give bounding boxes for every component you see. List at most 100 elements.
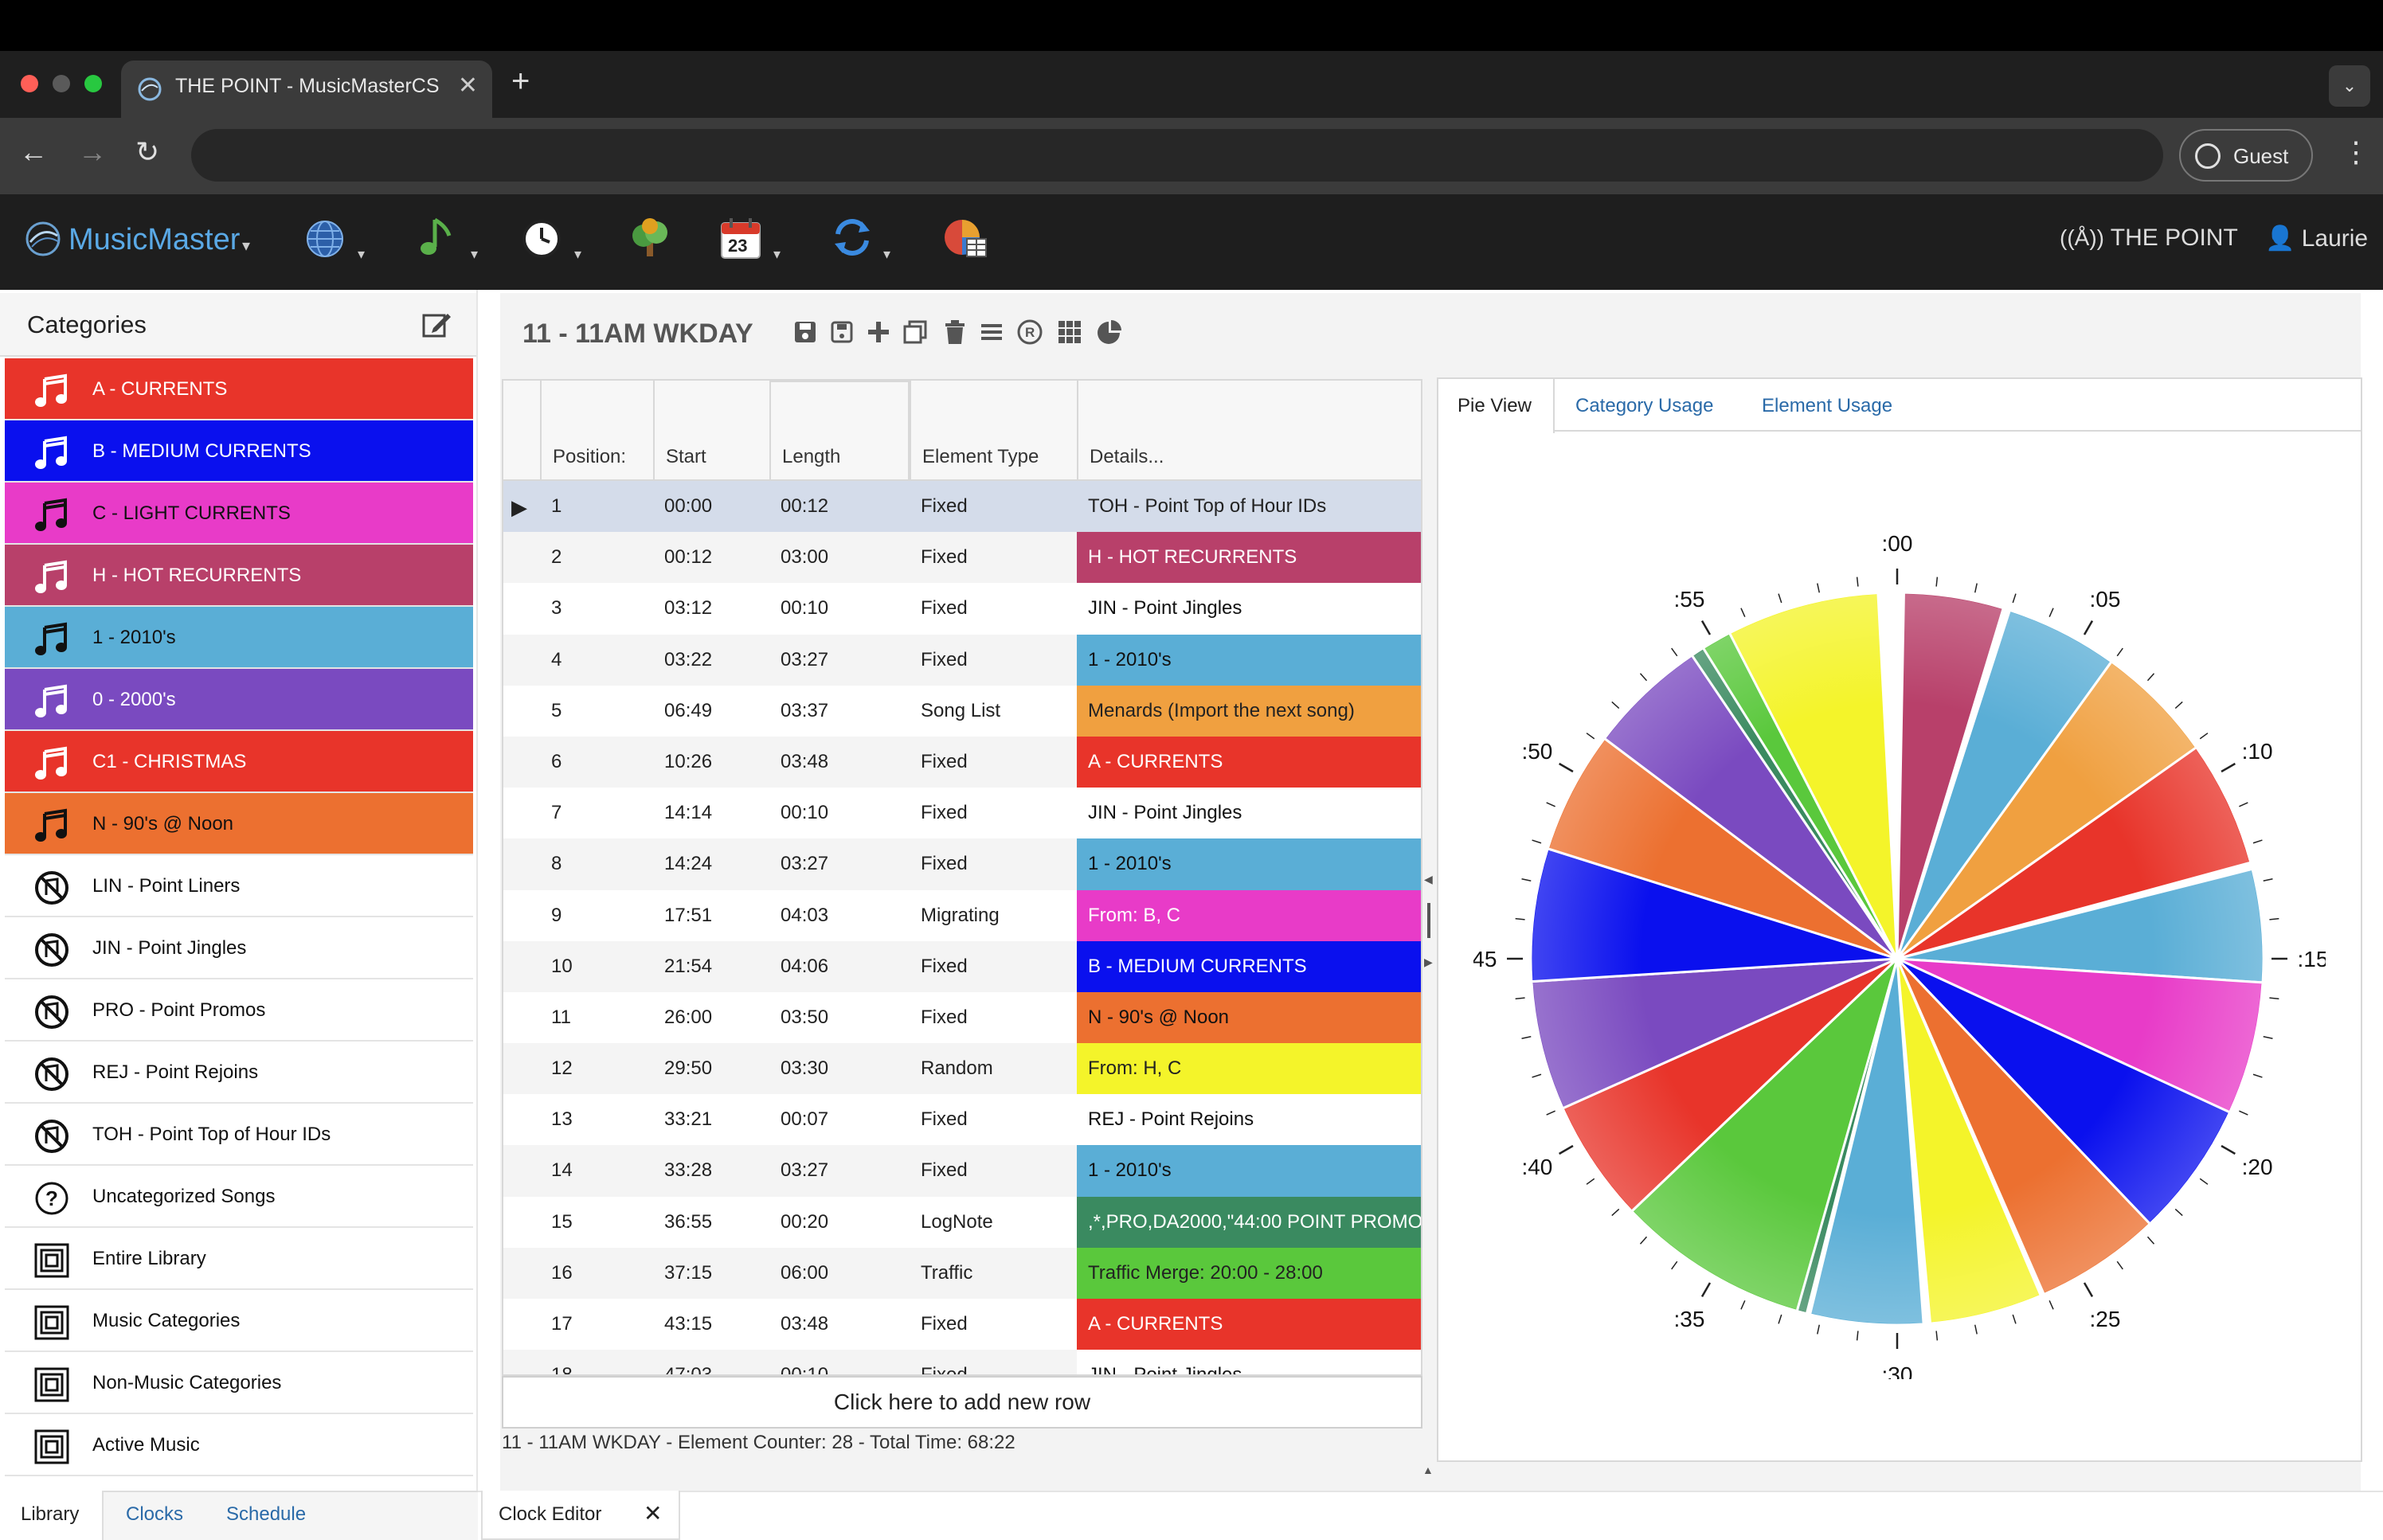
sidebar-item-category[interactable]: Active Music [5,1414,473,1476]
copy-icon[interactable] [902,319,929,346]
cell-details[interactable]: H - HOT RECURRENTS [1077,532,1421,584]
table-row[interactable]: 5 06:49 03:37 Song List Menards (Import the … [503,685,1421,737]
cell-start[interactable]: 33:28 [653,1145,769,1196]
zoom-window-button[interactable] [84,75,102,92]
tree-menu-button[interactable] [628,210,679,266]
sidebar-item-category[interactable]: B - MEDIUM CURRENTS [5,420,473,483]
cell-length[interactable]: 03:27 [769,1145,910,1196]
sidebar-item-category[interactable]: TOH - Point Top of Hour IDs [5,1104,473,1166]
cell-position[interactable]: 1 [540,481,653,532]
cell-start[interactable]: 37:15 [653,1248,769,1299]
tab-search-button[interactable]: ⌄ [2329,65,2370,107]
table-row[interactable]: 16 37:15 06:00 Traffic Traffic Merge: 20:00 … [503,1247,1421,1299]
collapse-down-icon[interactable]: ▲ [1422,1464,1434,1476]
delete-icon[interactable] [941,319,968,346]
cell-element-type[interactable]: Fixed [910,992,1077,1043]
table-row[interactable]: 12 29:50 03:30 Random From: H, C [503,1043,1421,1095]
cell-details[interactable]: JIN - Point Jingles [1077,583,1421,635]
list-icon[interactable] [978,319,1005,346]
cell-details[interactable]: JIN - Point Jingles [1077,788,1421,839]
cell-details[interactable]: 1 - 2010's [1077,838,1421,890]
sidebar-item-category[interactable]: JIN - Point Jingles [5,917,473,979]
table-row[interactable]: 2 00:12 03:00 Fixed H - HOT RECURRENTS [503,532,1421,584]
sidebar-item-category[interactable]: N - 90's @ Noon [5,793,473,855]
cell-start[interactable]: 10:26 [653,737,769,788]
cell-element-type[interactable]: LogNote [910,1197,1077,1248]
cell-start[interactable]: 29:50 [653,1043,769,1094]
cell-length[interactable]: 03:30 [769,1043,910,1094]
cell-details[interactable]: From: H, C [1077,1043,1421,1095]
minimize-window-button[interactable] [53,75,70,92]
cell-details[interactable]: A - CURRENTS [1077,1299,1421,1350]
sidebar-item-category[interactable]: H - HOT RECURRENTS [5,545,473,607]
sidebar-item-category[interactable]: LIN - Point Liners [5,855,473,917]
cell-length[interactable]: 00:12 [769,481,910,532]
cell-details[interactable]: TOH - Point Top of Hour IDs [1077,481,1421,533]
table-row[interactable]: 9 17:51 04:03 Migrating From: B, C [503,889,1421,941]
column-header-start[interactable]: Start [653,381,769,481]
cell-position[interactable]: 16 [540,1248,653,1299]
cell-start[interactable]: 03:12 [653,583,769,634]
cell-length[interactable]: 00:20 [769,1197,910,1248]
table-row[interactable]: 7 14:14 00:10 Fixed JIN - Point Jingles [503,788,1421,839]
sidebar-item-category[interactable]: Entire Library [5,1228,473,1290]
musicmaster-logo[interactable]: MusicMaster ▾ [24,215,263,263]
cell-length[interactable]: 03:27 [769,635,910,686]
cell-position[interactable]: 6 [540,737,653,788]
tab-schedule[interactable]: Schedule [226,1503,307,1525]
close-tab-icon[interactable]: ✕ [644,1501,663,1526]
cell-details[interactable]: 1 - 2010's [1077,634,1421,686]
column-header-position[interactable]: Position: [540,381,653,481]
edit-icon[interactable] [421,309,452,341]
cell-element-type[interactable]: Fixed [910,838,1077,889]
cell-element-type[interactable]: Fixed [910,1350,1077,1374]
cell-length[interactable]: 03:48 [769,1299,910,1350]
cell-details[interactable]: 1 - 2010's [1077,1145,1421,1197]
cell-element-type[interactable]: Song List [910,686,1077,737]
sidebar-item-category[interactable]: Non-Music Categories [5,1352,473,1414]
clock-menu-button[interactable]: ▾ [521,210,581,266]
table-row[interactable]: 8 14:24 03:27 Fixed 1 - 2010's [503,838,1421,890]
cell-details[interactable]: Menards (Import the next song) [1077,685,1421,737]
cell-details[interactable]: From: B, C [1077,889,1421,941]
calendar-menu-button[interactable]: 23 ▾ [720,210,781,266]
cell-element-type[interactable]: Random [910,1043,1077,1094]
table-row[interactable]: 10 21:54 04:06 Fixed B - MEDIUM CURRENTS [503,940,1421,992]
cell-length[interactable]: 03:27 [769,838,910,889]
table-row[interactable]: 4 03:22 03:27 Fixed 1 - 2010's [503,634,1421,686]
cell-element-type[interactable]: Fixed [910,1299,1077,1350]
sidebar-item-category[interactable]: ? Uncategorized Songs [5,1166,473,1228]
splitter-handle[interactable] [1427,903,1430,938]
collapse-right-icon[interactable]: ▶ [1424,956,1433,968]
tab-element-usage[interactable]: Element Usage [1762,395,1893,416]
sidebar-item-category[interactable]: PRO - Point Promos [5,979,473,1042]
cell-position[interactable]: 18 [540,1350,653,1374]
cell-details[interactable]: REJ - Point Rejoins [1077,1094,1421,1146]
cell-length[interactable]: 00:10 [769,583,910,634]
cell-length[interactable]: 03:00 [769,532,910,583]
browser-menu-icon[interactable]: ⋮ [2342,135,2370,168]
close-tab-icon[interactable]: ✕ [457,72,478,99]
column-header-element-type[interactable]: Element Type [910,381,1077,481]
cell-start[interactable]: 26:00 [653,992,769,1043]
cell-element-type[interactable]: Fixed [910,788,1077,838]
cell-start[interactable]: 14:14 [653,788,769,838]
cell-element-type[interactable]: Fixed [910,1094,1077,1145]
user-menu[interactable]: 👤 Laurie [2265,225,2368,252]
cell-position[interactable]: 12 [540,1043,653,1094]
collapse-left-icon[interactable]: ◀ [1424,873,1433,885]
cell-element-type[interactable]: Fixed [910,1145,1077,1196]
close-window-button[interactable] [21,75,38,92]
cell-position[interactable]: 11 [540,992,653,1043]
cell-position[interactable]: 13 [540,1094,653,1145]
table-row[interactable]: 13 33:21 00:07 Fixed REJ - Point Rejoins [503,1094,1421,1146]
cell-length[interactable]: 03:50 [769,992,910,1043]
cell-element-type[interactable]: Fixed [910,941,1077,992]
sidebar-item-category[interactable]: C1 - CHRISTMAS [5,731,473,793]
table-row[interactable]: 15 36:55 00:20 LogNote ,*,PRO,DA2000,"44:00 … [503,1196,1421,1248]
pie-view-icon[interactable] [1096,319,1123,346]
cell-start[interactable]: 43:15 [653,1299,769,1350]
column-header-details[interactable]: Details... [1077,381,1421,481]
cell-position[interactable]: 7 [540,788,653,838]
cell-element-type[interactable]: Migrating [910,890,1077,941]
